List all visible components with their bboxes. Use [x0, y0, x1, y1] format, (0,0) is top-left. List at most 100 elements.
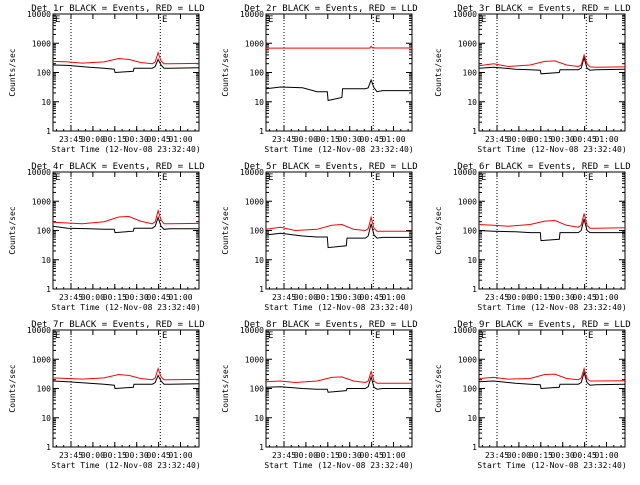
plot-frame	[52, 13, 200, 132]
series-line-lld	[265, 215, 412, 232]
y-tick-label: 10000	[240, 10, 264, 19]
x-tick-label: 00:45	[360, 135, 384, 144]
x-tick-label: 00:45	[360, 293, 384, 302]
x-tick-label: 23:45	[272, 293, 296, 302]
series-line-events	[478, 55, 626, 75]
x-tick-label: 00:00	[81, 135, 105, 144]
y-tick-label: 100	[37, 385, 52, 394]
chart-panel-7: Det 7r BLACK = Events, RED = LLD 1 10 100 10…	[8, 320, 205, 470]
x-tick-label: 23:45	[272, 451, 296, 460]
x-tick-label: 01:00	[168, 451, 192, 460]
x-axis-label: Start Time (12-Nov-08 23:32:40)	[477, 461, 626, 470]
y-tick-label: 10	[467, 98, 477, 107]
corner-marker-right: E	[375, 173, 380, 183]
y-tick-label: 1000	[32, 39, 51, 48]
plot-frame	[478, 329, 626, 448]
y-tick-label: 1000	[32, 197, 51, 206]
y-tick-label: 100	[250, 69, 265, 78]
y-tick-label: 10000	[453, 326, 477, 335]
x-tick-label: 00:45	[573, 293, 597, 302]
y-tick-label: 10000	[453, 168, 477, 177]
y-tick-label: 1000	[245, 197, 264, 206]
plot-frame	[478, 13, 626, 132]
chart-title: Det 3r BLACK = Events, RED = LLD	[457, 4, 630, 14]
x-tick-label: 01:00	[168, 293, 192, 302]
corner-marker-right: E	[588, 331, 593, 341]
corner-marker-right: E	[588, 173, 593, 183]
chart-title: Det 1r BLACK = Events, RED = LLD	[31, 4, 204, 14]
series-line-lld	[52, 367, 200, 381]
chart-title: Det 2r BLACK = Events, RED = LLD	[244, 4, 417, 14]
y-tick-label: 10000	[27, 10, 51, 19]
corner-marker-right: E	[162, 331, 167, 341]
x-tick-label: 00:30	[125, 293, 149, 302]
x-tick-label: 01:00	[381, 293, 405, 302]
x-tick-label: 00:00	[294, 293, 318, 302]
y-tick-label: 1	[46, 127, 51, 136]
y-tick-label: 1	[472, 127, 477, 136]
x-tick-label: 00:15	[316, 451, 340, 460]
y-tick-label: 100	[463, 385, 478, 394]
y-tick-label: 10	[254, 98, 264, 107]
x-axis-label: Start Time (12-Nov-08 23:32:40)	[477, 145, 626, 154]
chart-panel-8: Det 8r BLACK = Events, RED = LLD 1 10 100 10…	[221, 320, 418, 470]
corner-marker-left: E	[55, 331, 60, 341]
x-tick-label: 00:00	[294, 451, 318, 460]
y-tick-label: 100	[37, 69, 52, 78]
plot-frame	[265, 13, 413, 132]
x-tick-label: 01:00	[168, 135, 192, 144]
x-tick-label: 00:30	[125, 451, 149, 460]
series-line-lld	[52, 208, 200, 225]
x-tick-label: 00:15	[316, 293, 340, 302]
y-tick-label: 10000	[240, 326, 264, 335]
y-axis-label: Counts/sec	[221, 206, 230, 254]
x-tick-label: 01:00	[594, 293, 618, 302]
x-tick-label: 00:00	[507, 451, 531, 460]
x-tick-label: 00:30	[551, 451, 575, 460]
x-tick-label: 01:00	[594, 451, 618, 460]
corner-marker-left: E	[55, 173, 60, 183]
y-tick-label: 1000	[245, 355, 264, 364]
corner-marker-left: E	[481, 173, 486, 183]
series-line-events	[265, 78, 412, 102]
corner-marker-left: E	[268, 173, 273, 183]
corner-marker-right: E	[162, 15, 167, 25]
x-tick-label: 00:15	[529, 135, 553, 144]
x-tick-label: 00:45	[147, 293, 171, 302]
series-line-lld	[265, 369, 412, 384]
y-tick-label: 1	[472, 285, 477, 294]
x-tick-label: 00:30	[551, 135, 575, 144]
series-line-events	[478, 370, 626, 390]
y-tick-label: 10	[467, 256, 477, 265]
x-tick-label: 23:45	[485, 451, 509, 460]
x-tick-label: 00:15	[103, 135, 127, 144]
x-tick-label: 01:00	[381, 135, 405, 144]
corner-marker-left: E	[268, 15, 273, 25]
x-tick-label: 01:00	[594, 135, 618, 144]
x-tick-label: 00:00	[81, 451, 105, 460]
corner-marker-left: E	[55, 15, 60, 25]
y-tick-label: 100	[463, 227, 478, 236]
x-tick-label: 23:45	[59, 293, 83, 302]
y-tick-label: 1000	[245, 39, 264, 48]
chart-panel-6: Det 6r BLACK = Events, RED = LLD 1 10 100 10…	[434, 162, 631, 312]
y-axis-label: Counts/sec	[221, 48, 230, 96]
y-tick-label: 10000	[453, 10, 477, 19]
y-tick-label: 10000	[27, 326, 51, 335]
y-tick-label: 10000	[27, 168, 51, 177]
chart-panel-3: Det 3r BLACK = Events, RED = LLD 1 10 100 10…	[434, 4, 631, 154]
chart-title: Det 5r BLACK = Events, RED = LLD	[244, 162, 417, 172]
y-tick-label: 100	[37, 227, 52, 236]
x-tick-label: 00:45	[147, 451, 171, 460]
y-axis-label: Counts/sec	[434, 364, 443, 412]
chart-title: Det 7r BLACK = Events, RED = LLD	[31, 320, 204, 330]
plot-frame	[52, 329, 200, 448]
series-line-events	[52, 58, 200, 74]
x-tick-label: 00:15	[529, 451, 553, 460]
y-tick-label: 10	[254, 256, 264, 265]
y-axis-label: Counts/sec	[8, 48, 17, 96]
y-tick-label: 100	[463, 69, 478, 78]
y-axis-label: Counts/sec	[434, 48, 443, 96]
x-axis-label: Start Time (12-Nov-08 23:32:40)	[51, 145, 200, 154]
